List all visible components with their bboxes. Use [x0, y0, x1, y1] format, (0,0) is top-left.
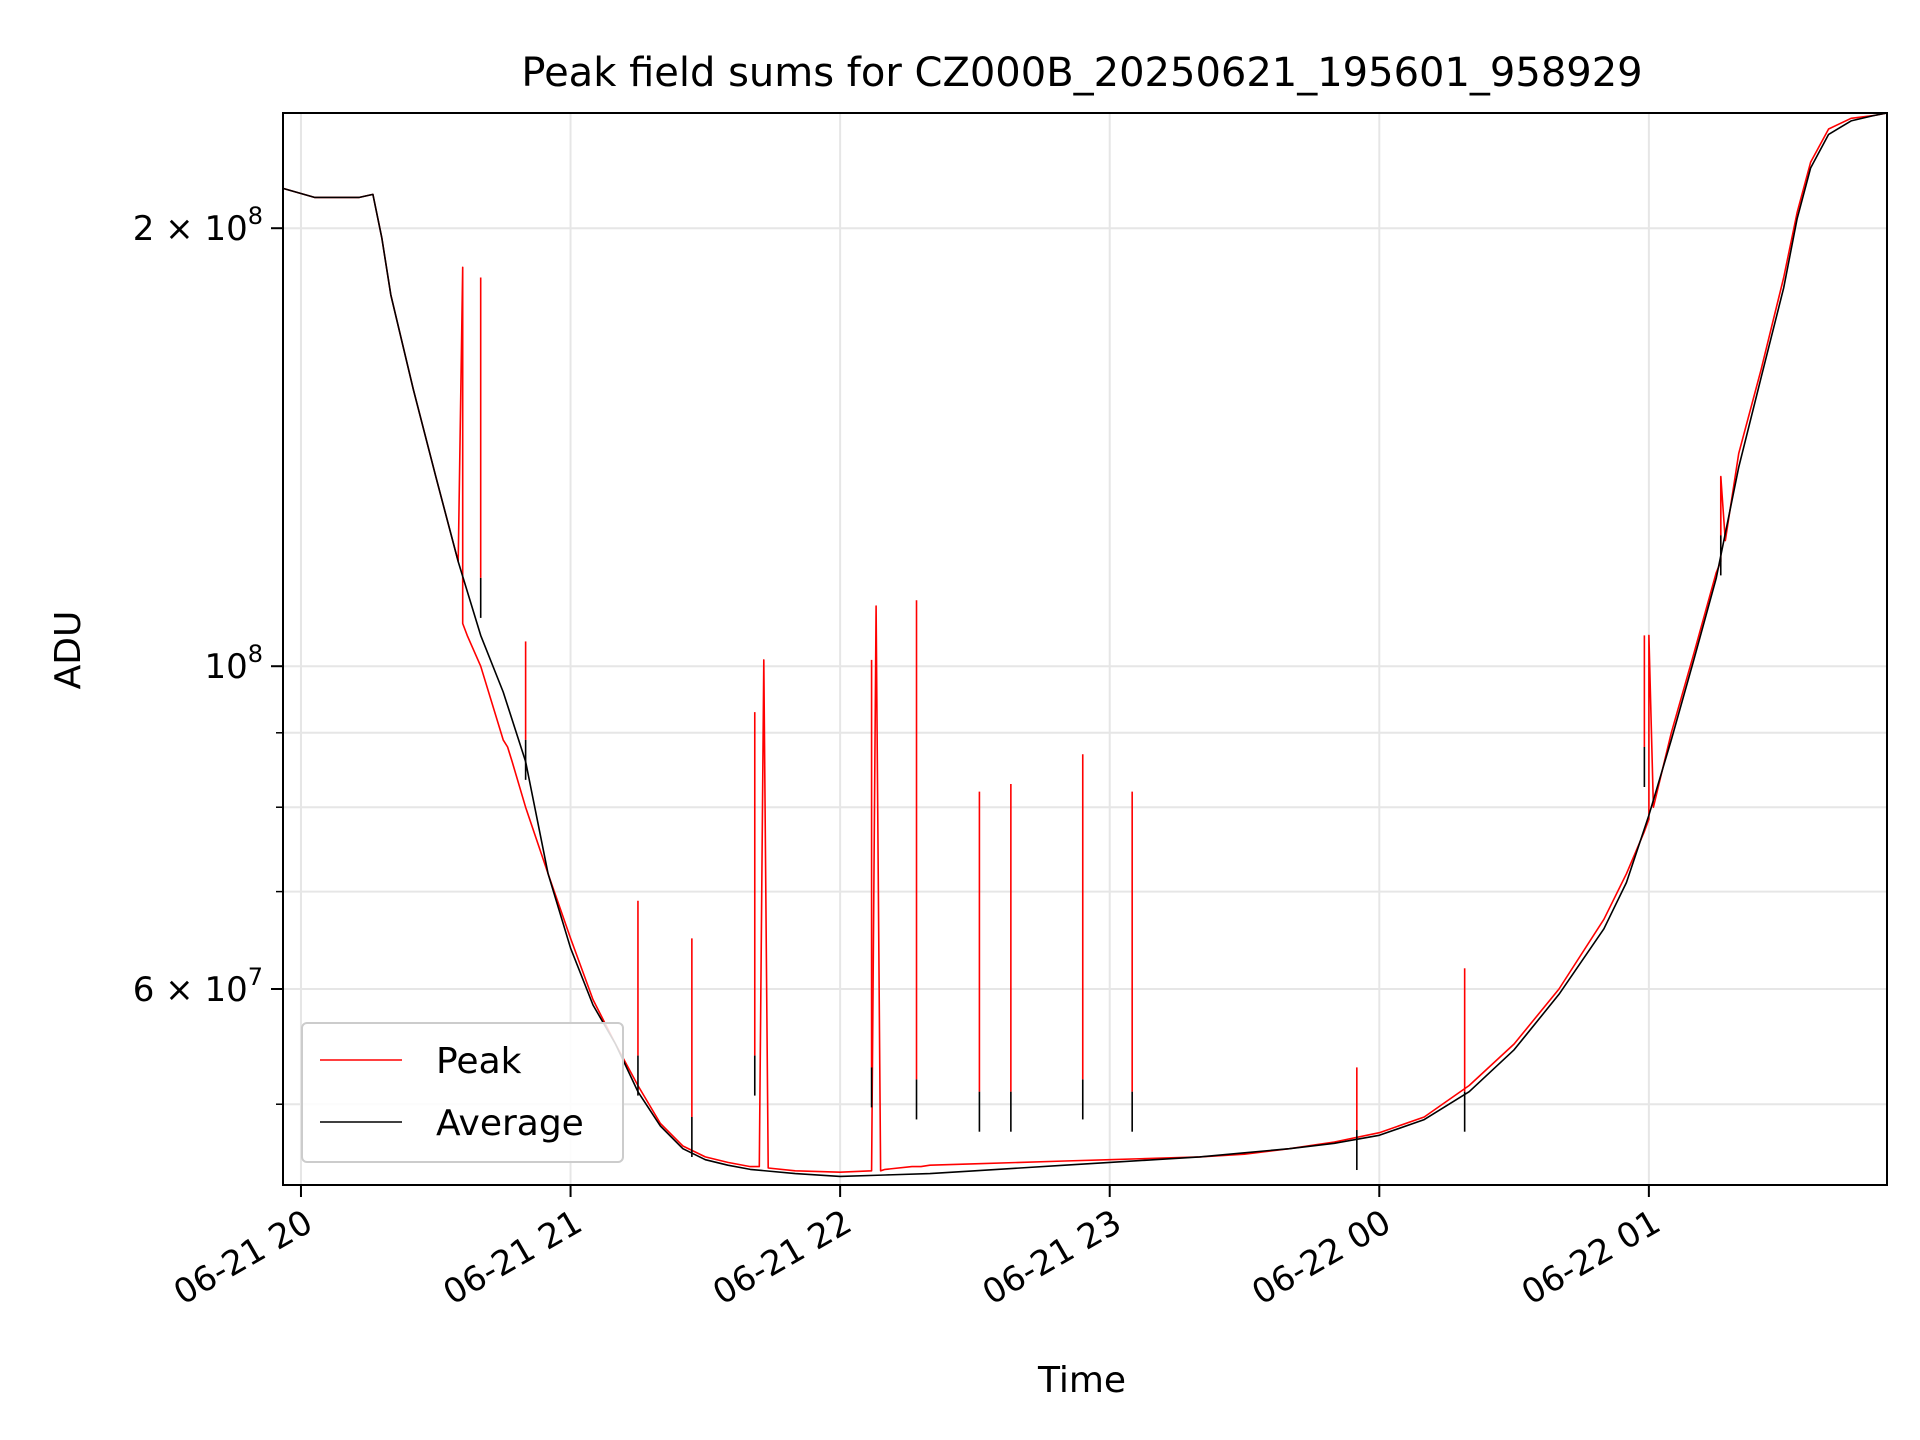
- y-tick-label: 2 × 108: [133, 202, 263, 249]
- legend-box: [301, 1022, 624, 1163]
- plot-frame: [282, 112, 1888, 1186]
- legend-peak-label: Peak: [436, 1041, 522, 1082]
- y-tick-label-base: 10: [204, 647, 247, 687]
- y-axis-label: ADU: [48, 611, 89, 690]
- peak-series-line: [282, 112, 1888, 1173]
- legend-average-label: Average: [436, 1103, 584, 1144]
- y-tick-label: 6 × 107: [133, 963, 263, 1010]
- plot-area: [282, 112, 1888, 1178]
- y-tick-label-exponent: 8: [248, 202, 263, 230]
- y-tick-label-base: 2 × 10: [133, 209, 248, 249]
- legend: Peak Average: [301, 1022, 624, 1163]
- chart-title: Peak field sums for CZ000B_20250621_1956…: [521, 50, 1642, 96]
- series-layer: [282, 112, 1888, 1178]
- average-series-line: [282, 112, 1888, 1178]
- y-tick-label-exponent: 8: [248, 640, 263, 668]
- y-tick-label: 108: [204, 640, 263, 687]
- x-axis-label: Time: [1037, 1360, 1126, 1401]
- y-tick-label-base: 6 × 10: [133, 970, 248, 1010]
- y-tick-label-exponent: 7: [248, 963, 263, 991]
- grid: [283, 113, 1887, 1185]
